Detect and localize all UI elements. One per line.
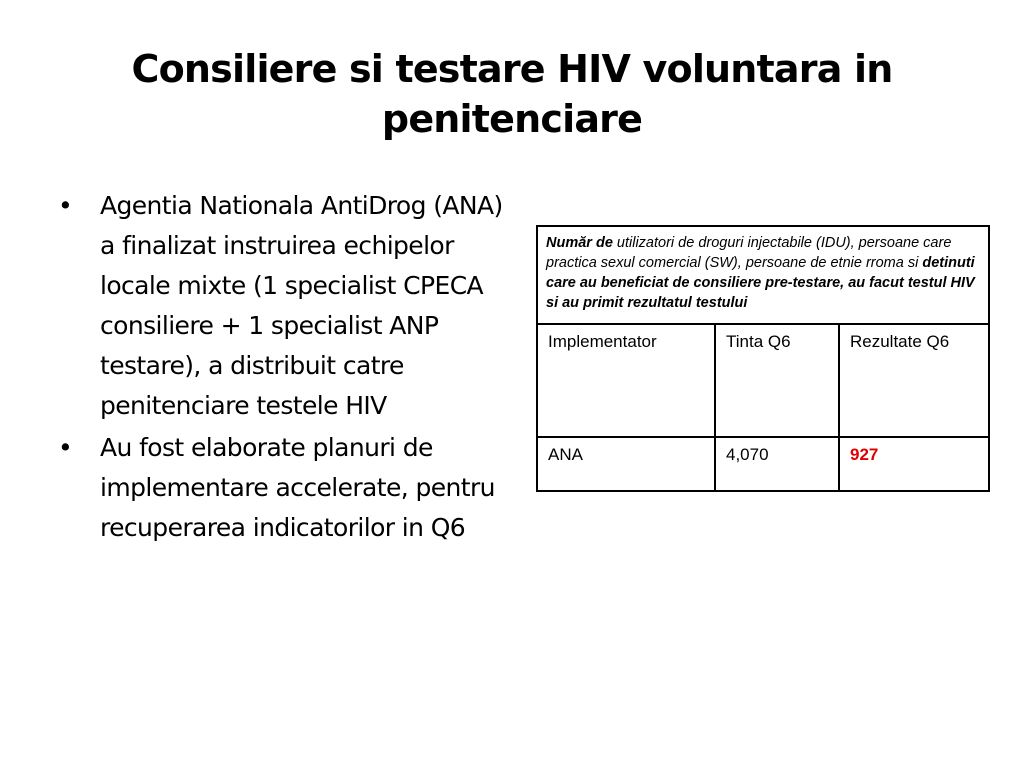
results-table: Număr de utilizatori de droguri injectab… — [536, 225, 990, 492]
table-header-row: Implementator Tinta Q6 Rezultate Q6 — [536, 323, 990, 438]
table-caption-row: Număr de utilizatori de droguri injectab… — [536, 225, 990, 325]
bullet-item: • Agentia Nationala AntiDrog (ANA) a fin… — [56, 186, 506, 426]
header-implementator: Implementator — [536, 323, 716, 438]
table-caption-cell: Număr de utilizatori de droguri injectab… — [536, 225, 990, 325]
cell-tinta: 4,070 — [714, 436, 840, 492]
caption-bold-start: Număr de — [546, 235, 613, 251]
bullet-text: Au fost elaborate planuri de implementar… — [100, 433, 495, 542]
caption-bold-end: detinuti care au beneficiat de consilier… — [546, 255, 975, 311]
header-rezultate: Rezultate Q6 — [838, 323, 990, 438]
slide-title: Consiliere si testare HIV voluntara in p… — [131, 47, 894, 141]
bullet-icon: • — [58, 433, 73, 462]
header-tinta: Tinta Q6 — [714, 323, 840, 438]
bullet-list: • Agentia Nationala AntiDrog (ANA) a fin… — [56, 186, 506, 550]
bullet-icon: • — [58, 191, 73, 220]
caption-normal: utilizatori de droguri injectabile (IDU)… — [546, 235, 952, 271]
cell-implementator: ANA — [536, 436, 716, 492]
bullet-item: • Au fost elaborate planuri de implement… — [56, 428, 506, 548]
table-row: ANA 4,070 927 — [536, 436, 990, 492]
cell-rezultate: 927 — [838, 436, 990, 492]
bullet-text: Agentia Nationala AntiDrog (ANA) a final… — [100, 191, 503, 420]
